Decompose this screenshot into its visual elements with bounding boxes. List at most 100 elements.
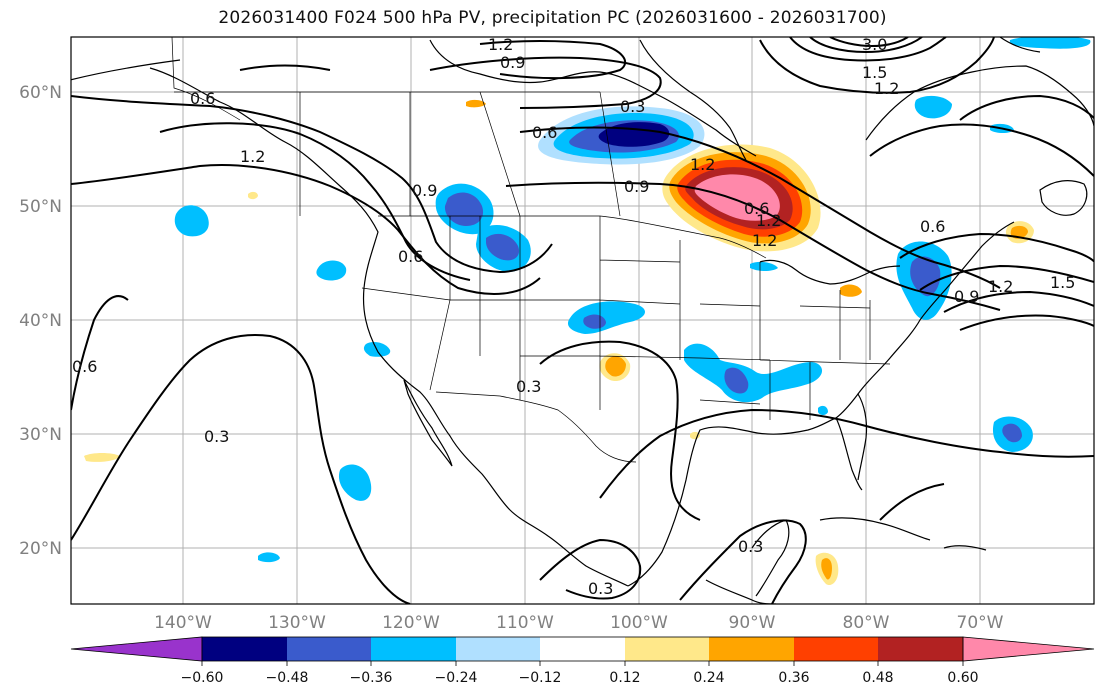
contour-label: 0.3 (516, 377, 541, 396)
us-canada-border (378, 215, 767, 259)
contour-label: 0.6 (398, 247, 423, 266)
contour-1.2-north (479, 40, 627, 80)
colorbar-label: −0.24 (435, 670, 478, 686)
contour-label: 1.2 (488, 35, 513, 54)
lon-label: 130°W (268, 613, 326, 633)
lon-label: 110°W (496, 613, 554, 633)
precip-neg-montana-core (486, 233, 520, 261)
contour-label: 1.2 (988, 277, 1013, 296)
contour-1.2-west (159, 122, 471, 281)
colorbar-segment (202, 637, 287, 661)
alaska-border (171, 37, 241, 121)
contour-label: 1.2 (756, 211, 781, 230)
contour-0.9-north (429, 56, 662, 109)
lon-label: 70°W (957, 613, 1004, 633)
contour-label: 0.3 (738, 537, 763, 556)
precip-pos-hawaii (84, 453, 120, 462)
lon-label: 90°W (729, 613, 776, 633)
precip-neg-newengland-core (910, 256, 941, 297)
yucatan-outline (751, 519, 790, 597)
contour-label: 0.6 (920, 217, 945, 236)
precip-neg-georgia (818, 405, 828, 415)
great-lakes-outline (759, 259, 901, 285)
lat-label: 30°N (19, 425, 62, 445)
contour-0.3-south (71, 334, 411, 604)
contour-1.5-ne (959, 94, 1094, 121)
lon-label: 80°W (843, 613, 890, 633)
longitude-labels: 140°W 130°W 120°W 110°W 100°W 90°W 80°W … (154, 613, 1004, 633)
lat-label: 40°N (19, 311, 62, 331)
colorbar-label: 0.36 (778, 670, 809, 686)
contour-label: 1.2 (752, 231, 777, 250)
canada-provinces (174, 91, 621, 217)
gulf-coast-outline (627, 417, 863, 587)
lat-label: 60°N (19, 83, 62, 103)
colorbar-ticks (201, 661, 964, 666)
contour-0.9-gulf-east (879, 483, 945, 521)
contour-label: 1.2 (240, 147, 265, 166)
colorbar-segment (709, 637, 794, 661)
us-mexico-border (435, 391, 637, 463)
contour-0.9-west (71, 163, 541, 295)
colorbar-segment (625, 637, 709, 661)
pv-contours (71, 37, 1094, 604)
precip-neg-greenland (1009, 37, 1091, 49)
contour-0.3-central (539, 340, 701, 521)
contour-label: 3.0 (862, 35, 887, 54)
contour-label: 0.6 (532, 123, 557, 142)
hispaniola-outline (943, 545, 987, 551)
colorbar-extend-low (70, 636, 203, 662)
canada-arctic-outline (71, 39, 757, 157)
contour-0.3-caribbean (679, 519, 807, 604)
colorbar-segment (287, 637, 371, 661)
precip-neg-offshore2 (316, 260, 347, 281)
contour-0.6-main (519, 126, 1001, 289)
colorbar-segment (371, 637, 456, 661)
colorbar-label: 0.60 (947, 670, 978, 686)
contour-low-ring3 (829, 37, 909, 48)
precip-neg-arkansas-core (724, 367, 749, 394)
precip-pos-texas (605, 356, 626, 377)
baja-outline (403, 379, 453, 467)
contour-label: 0.6 (72, 357, 97, 376)
colorbar-label: −0.48 (266, 670, 309, 686)
map-title: 2026031400 F024 500 hPa PV, precipitatio… (218, 8, 887, 28)
precip-pos-yucatan-core (821, 558, 832, 580)
florida-outline (835, 392, 868, 481)
precip-pos-hudson (466, 99, 486, 108)
colorbar-label: −0.60 (181, 670, 224, 686)
colorbar: −0.60 −0.48 −0.36 −0.24 −0.12 0.12 0.24 … (70, 636, 1095, 686)
colorbar-extend-high (962, 636, 1095, 662)
precip-neg-baja (338, 464, 372, 501)
contour-label: 0.9 (500, 53, 525, 72)
contour-label: 1.5 (1050, 273, 1075, 292)
colorbar-segment (456, 637, 540, 661)
colorbar-label: 0.48 (862, 670, 893, 686)
contour-0.9-east (899, 232, 1094, 263)
contour-label: 1.5 (862, 63, 887, 82)
states-west (361, 216, 701, 410)
contour-label: 0.6 (744, 199, 769, 218)
quebec-labrador-outline (865, 65, 1094, 141)
colorbar-segment (794, 637, 878, 661)
contour-0.6-east (869, 123, 1094, 177)
contour-0.3-mexico (539, 538, 642, 600)
contour-low-ring2 (809, 37, 923, 54)
contour-label: 0.9 (954, 287, 979, 306)
contour-0.3-gulf (599, 408, 1094, 499)
hudson-bay-outline (639, 39, 747, 161)
precip-pos-bc (248, 191, 258, 200)
precip-pos-nova-scotia-core (1010, 225, 1028, 239)
contour-label: 0.9 (624, 177, 649, 196)
colorbar-label: 0.24 (693, 670, 724, 686)
coastlines (71, 37, 1094, 604)
contour-label: 0.3 (204, 427, 229, 446)
contour-0.6-pacific (71, 295, 129, 411)
colorbar-segment (540, 637, 625, 661)
cuba-outline (819, 517, 931, 541)
colorbar-label: −0.12 (519, 670, 562, 686)
contour-label: 0.3 (588, 579, 613, 598)
contour-low-ring1 (789, 37, 947, 62)
contour-1.2-east (919, 264, 1094, 291)
